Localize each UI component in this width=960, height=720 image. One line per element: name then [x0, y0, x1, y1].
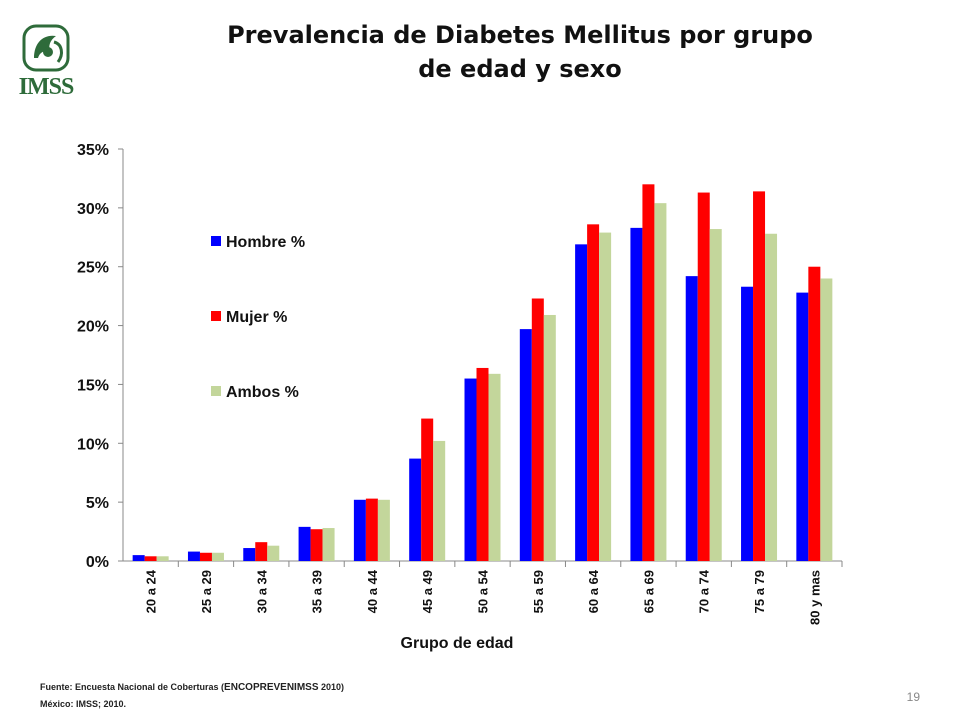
bar: [377, 499, 390, 561]
bar: [531, 298, 544, 561]
source-place: México: IMSS; 2010.: [40, 699, 127, 709]
bar: [765, 233, 778, 562]
bar: [132, 555, 145, 561]
bar: [267, 545, 280, 561]
bar: [365, 498, 378, 561]
bar: [587, 224, 600, 561]
x-tick-label: 35 a 39: [310, 570, 325, 613]
imss-emblem-icon: [22, 24, 70, 72]
bar: [144, 556, 157, 561]
imss-logo: IMSS: [14, 22, 78, 100]
bar: [488, 373, 501, 561]
legend-swatch: [211, 386, 221, 396]
bar: [796, 292, 809, 561]
y-tick-label: 5%: [86, 495, 109, 512]
bar: [543, 314, 556, 561]
bar: [156, 556, 169, 561]
bar: [753, 191, 766, 561]
x-tick-label: 65 a 69: [641, 570, 656, 613]
bar: [255, 542, 268, 561]
y-tick-label: 30%: [77, 201, 109, 218]
source-prefix: Fuente: Encuesta Nacional de Coberturas …: [40, 682, 225, 692]
source-suffix: 2010): [318, 682, 345, 692]
legend-swatch: [211, 236, 221, 246]
bar: [433, 440, 446, 561]
bar: [211, 552, 224, 561]
bar: [409, 458, 422, 561]
x-tick-label: 30 a 34: [254, 569, 269, 613]
y-tick-label: 0%: [86, 554, 109, 571]
y-tick-label: 15%: [77, 377, 109, 394]
x-tick-label: 75 a 79: [752, 570, 767, 613]
bar: [654, 203, 667, 562]
bar: [519, 329, 532, 561]
bar: [322, 528, 335, 561]
x-axis-label: Grupo de edad: [401, 635, 514, 652]
y-tick-label: 20%: [77, 319, 109, 336]
bar: [353, 499, 366, 561]
legend-label: Hombre %: [226, 234, 305, 251]
bar: [709, 229, 722, 561]
bar: [464, 378, 477, 561]
x-tick-label: 70 a 74: [697, 569, 712, 613]
bar: [599, 232, 612, 561]
bar: [741, 286, 754, 561]
bar: [685, 276, 698, 561]
x-tick-label: 55 a 59: [531, 570, 546, 613]
bar: [630, 227, 643, 561]
bar: [642, 184, 655, 562]
x-tick-label: 25 a 29: [199, 570, 214, 613]
logo-text: IMSS: [18, 74, 75, 100]
page-number: 19: [906, 690, 920, 704]
bar: [476, 367, 489, 561]
bar: [697, 192, 710, 561]
legend-label: Mujer %: [226, 309, 287, 326]
x-tick-label: 45 a 49: [420, 570, 435, 613]
x-tick-label: 20 a 24: [144, 569, 159, 613]
y-tick-label: 25%: [77, 260, 109, 277]
y-tick-label: 35%: [77, 142, 109, 159]
bar: [298, 526, 311, 561]
x-tick-label: 60 a 64: [586, 569, 601, 613]
source-strong: ENCOPREVENIMSS: [224, 682, 319, 693]
bar: [187, 551, 200, 561]
x-tick-label: 40 a 44: [365, 569, 380, 613]
bar: [820, 278, 833, 561]
slide-title: Prevalencia de Diabetes Mellitus por gru…: [180, 18, 860, 86]
source-note: Fuente: Encuesta Nacional de Coberturas …: [40, 682, 344, 693]
slide-title-line1: Prevalencia de Diabetes Mellitus por gru…: [227, 21, 813, 49]
bar: [310, 529, 323, 561]
legend-swatch: [211, 311, 221, 321]
bar: [808, 266, 821, 561]
legend-label: Ambos %: [226, 384, 299, 401]
bar: [575, 244, 588, 561]
bar: [421, 418, 434, 561]
bar: [243, 548, 256, 561]
x-tick-label: 80 y mas: [807, 570, 822, 625]
bar: [199, 552, 212, 561]
y-tick-label: 10%: [77, 436, 109, 453]
slide-title-line2: de edad y sexo: [418, 55, 622, 83]
x-tick-label: 50 a 54: [476, 569, 491, 613]
